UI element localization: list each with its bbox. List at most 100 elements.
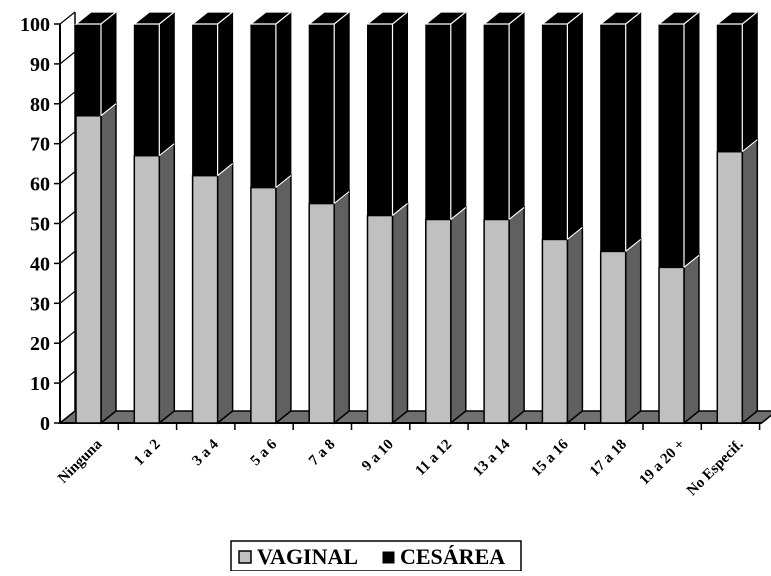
bar-vaginal-side (158, 142, 176, 425)
bar-vaginal-side (624, 237, 642, 425)
x-tick-label: 17 a 18 (587, 437, 630, 480)
x-tick-label: 9 a 10 (359, 437, 397, 475)
bar-edge (683, 254, 700, 268)
x-tick-label: 7 a 8 (306, 437, 339, 470)
bar-vaginal-side (391, 201, 409, 425)
y-tick-diagonal (59, 171, 76, 185)
bar-cesarea-side (333, 10, 350, 205)
bar-cesarea-side (100, 10, 117, 117)
x-tick-label: 13 a 14 (470, 436, 513, 479)
y-tick-diagonal (59, 211, 76, 224)
y-tick-label: 70 (30, 134, 50, 156)
bar-cesarea-side (741, 10, 758, 153)
y-tick-diagonal (59, 370, 76, 384)
bar-cesarea-side (625, 10, 642, 253)
bar-cesarea-side (217, 10, 234, 177)
bar-top-face (74, 11, 118, 25)
y-tick-label: 100 (20, 14, 50, 36)
bar-vaginal (75, 115, 102, 424)
bar-edge (333, 191, 350, 205)
bar-top-face (190, 11, 235, 25)
x-tick-label: 19 a 20 + (636, 437, 688, 489)
y-tick-label: 80 (30, 94, 50, 116)
legend-swatch-cesarea (382, 551, 395, 564)
bar-edge (275, 175, 292, 189)
bar-vaginal-side (566, 225, 584, 425)
bar-cesarea (483, 23, 510, 221)
x-tick-label: 3 a 4 (189, 436, 222, 469)
bar-cesarea (367, 23, 393, 217)
bar-top-face (482, 11, 526, 25)
bar-edge (567, 226, 583, 240)
bar-top-face (598, 11, 643, 25)
bar-cesarea (308, 23, 335, 205)
y-tick-diagonal (59, 11, 76, 25)
legend-label-vaginal: VAGINAL (257, 544, 358, 569)
bar-cesarea (75, 23, 102, 117)
y-tick-diagonal (59, 290, 76, 304)
bar-top-face (715, 11, 760, 25)
y-tick-diagonal (59, 330, 76, 344)
bar-cesarea-side (683, 10, 700, 269)
bar-cesarea-side (392, 10, 408, 217)
legend-box (230, 540, 522, 572)
bar-cesarea-side (450, 10, 467, 221)
bar-vaginal (308, 202, 335, 424)
bar-cesarea-side (566, 10, 583, 241)
bar-edge (392, 203, 408, 216)
y-tick-diagonal (59, 51, 76, 65)
bar-edge (158, 143, 175, 157)
bar-edge (508, 207, 525, 220)
y-tick-label: 20 (30, 333, 50, 355)
y-tick-label: 40 (30, 253, 50, 275)
y-tick-label: 50 (30, 214, 50, 236)
bar-edge (100, 103, 117, 117)
bar-vaginal (541, 238, 569, 424)
bar-vaginal (425, 218, 452, 424)
bar-vaginal-side (683, 253, 700, 425)
bar-vaginal-side (216, 162, 234, 425)
bar-cesarea-side (508, 10, 525, 221)
x-tick-label: 1 a 2 (131, 437, 164, 470)
bar-cesarea (250, 23, 277, 189)
bar-edge (450, 207, 467, 220)
y-tick-diagonal (59, 410, 76, 424)
y-tick-label: 30 (30, 293, 50, 315)
x-tick-label: Ninguna (55, 436, 106, 487)
bar-cesarea-side (275, 10, 292, 189)
bar-top-face (424, 11, 468, 25)
x-tick-label: 15 a 16 (529, 436, 572, 479)
y-tick-label: 90 (30, 54, 50, 76)
bar-cesarea (716, 23, 743, 153)
bar-vaginal (133, 154, 161, 424)
bar-edge (217, 163, 233, 177)
bar-vaginal (658, 266, 685, 424)
bar-top-face (249, 11, 293, 25)
y-tick-diagonal (59, 91, 76, 105)
bar-cesarea (658, 23, 685, 268)
x-tick-label: 11 a 12 (413, 437, 456, 480)
bar-vaginal (483, 218, 510, 424)
bar-cesarea (600, 23, 627, 252)
bar-vaginal-side (508, 205, 525, 425)
x-tick-label: No Especif. (684, 436, 747, 499)
bar-vaginal-side (275, 174, 292, 425)
bar-top-face (307, 11, 351, 25)
bar-cesarea-side (158, 10, 175, 157)
y-tick-label: 0 (40, 413, 50, 435)
y-tick-diagonal (59, 131, 76, 145)
bar-vaginal-side (100, 102, 117, 425)
bar-vaginal (191, 174, 219, 424)
y-tick-label: 60 (30, 174, 50, 196)
bar-vaginal (366, 214, 394, 424)
y-tick-label: 10 (30, 373, 50, 395)
bar-top-face (132, 11, 177, 25)
x-tick-label: 5 a 6 (248, 436, 281, 469)
bar-top-face (365, 11, 410, 25)
bar-top-face (657, 11, 701, 25)
bar-cesarea (192, 23, 219, 177)
bar-vaginal (716, 150, 744, 424)
bar-cesarea (425, 23, 452, 221)
